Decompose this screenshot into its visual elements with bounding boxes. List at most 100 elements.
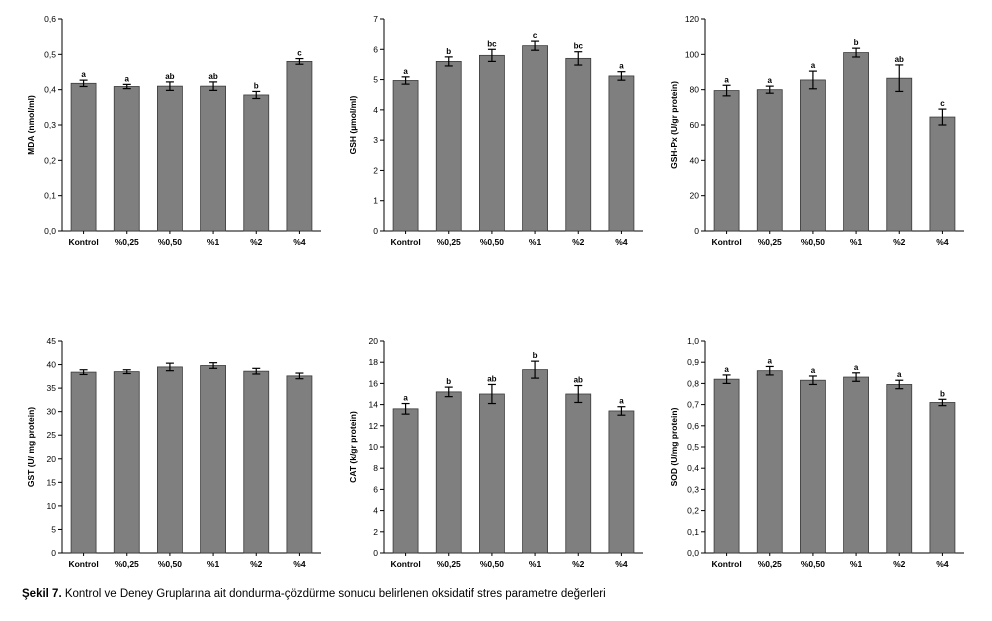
significance-letter: b [940,389,945,398]
significance-letter: a [768,76,773,85]
significance-letter: c [297,49,302,58]
x-tick-label: %2 [893,559,906,569]
x-tick-label: %0,25 [437,237,461,247]
bar [843,376,869,554]
cat-chart: 0 2 4 6 8 10 12 14 16 18 20 CAT (k/gr protein) a Kont… [322,322,643,602]
chart-svg: 0 1 2 3 4 5 6 7 GSH (µmol/ml) a Kontrol b %0,25 bc %0,… [348,14,643,247]
y-tick-label: 5 [51,524,56,534]
significance-letter: a [768,356,773,365]
x-tick-label: %1 [850,559,863,569]
x-tick-label: %2 [572,237,585,247]
bar [200,85,226,232]
significance-letter: c [940,99,945,108]
mda-chart: 0,0 0,1 0,2 0,3 0,4 0,5 0,6 MDA (nmol/ml) a Kontr… [0,0,321,280]
x-tick-label: %1 [207,237,220,247]
sod-chart: 0,0 0,1 0,2 0,3 0,4 0,5 0,6 0,7 0,8 0,9 1,0 SOD (U/… [643,322,964,602]
y-tick-label: 0 [51,548,56,558]
significance-letter: a [724,365,729,374]
bar [608,410,635,554]
bar [70,82,97,232]
significance-letter: a [811,61,816,70]
y-tick-label: 30 [47,407,57,417]
y-tick-label: 4 [373,506,378,516]
x-tick-label: Kontrol [390,559,420,569]
y-tick-label: 1,0 [687,336,699,346]
bar [286,375,313,554]
bar [286,61,313,232]
x-tick-label: Kontrol [390,237,420,247]
bar [70,371,97,554]
y-axis-label: GST (U/ mg protein) [26,407,36,487]
chart-svg: 0,0 0,1 0,2 0,3 0,4 0,5 0,6 MDA (nmol/ml) a Kontr… [26,14,321,247]
x-tick-label: %0,50 [158,237,182,247]
gsh-chart: 0 1 2 3 4 5 6 7 GSH (µmol/ml) a Kontrol b %0,25 bc %0,… [322,0,643,280]
bar [800,79,826,232]
bar [756,370,783,554]
y-tick-label: 3 [373,135,378,145]
significance-letter: ab [208,72,217,81]
y-tick-label: 0,7 [687,400,699,410]
significance-letter: a [403,67,408,76]
y-tick-label: 0,2 [44,155,56,165]
x-tick-label: %4 [293,559,306,569]
y-tick-label: 5 [373,75,378,85]
bar [756,89,783,232]
bar [713,378,740,554]
significance-letter: b [254,81,259,90]
y-tick-label: 40 [47,360,57,370]
x-tick-label: %1 [207,559,220,569]
bar [843,52,869,232]
significance-letter: b [533,351,538,360]
x-tick-label: %2 [893,237,906,247]
x-tick-label: %0,25 [758,559,782,569]
y-axis-label: CAT (k/gr protein) [348,411,358,483]
y-tick-label: 12 [369,421,379,431]
significance-letter: a [811,366,816,375]
significance-letter: a [854,363,859,372]
significance-letter: ab [574,376,583,385]
y-tick-label: 0,1 [44,191,56,201]
y-tick-label: 0,3 [44,120,56,130]
x-tick-label: %1 [529,237,542,247]
y-tick-label: 0,8 [687,378,699,388]
significance-letter: a [619,62,624,71]
y-tick-label: 6 [373,484,378,494]
y-tick-label: 35 [47,383,57,393]
x-tick-label: %0,50 [801,237,825,247]
chart-svg: 0,0 0,1 0,2 0,3 0,4 0,5 0,6 0,7 0,8 0,9 1,0 SOD (U/… [669,336,964,569]
y-tick-label: 7 [373,14,378,24]
y-tick-label: 25 [47,430,57,440]
y-tick-label: 6 [373,44,378,54]
y-axis-label: GSH-Px (U/gr protein) [669,81,679,169]
bar [435,61,462,232]
bar [243,94,270,232]
significance-letter: a [125,74,130,83]
gsh-px-chart: 0 20 40 60 80 100 120 GSH-Px (U/gr protein) a Kon… [643,0,964,280]
significance-letter: ab [487,374,496,383]
bar [113,371,140,554]
significance-letter: ab [165,72,174,81]
significance-letter: b [446,47,451,56]
significance-letter: bc [487,39,497,48]
chart-svg: 0 20 40 60 80 100 120 GSH-Px (U/gr protein) a Kon… [669,14,964,247]
significance-letter: a [403,394,408,403]
significance-letter: ab [895,55,904,64]
x-tick-label: %0,50 [480,559,504,569]
y-tick-label: 0 [373,226,378,236]
bar [479,54,505,232]
bar [886,384,913,554]
x-tick-label: %4 [615,237,628,247]
bar [479,393,505,554]
y-tick-label: 0,6 [44,14,56,24]
significance-letter: a [81,70,86,79]
y-tick-label: 0,0 [44,226,56,236]
y-tick-label: 14 [369,400,379,410]
x-tick-label: %0,50 [480,237,504,247]
y-tick-label: 1 [373,196,378,206]
y-tick-label: 60 [690,120,700,130]
significance-letter: bc [574,42,584,51]
chart-svg: 0 5 10 15 20 25 30 35 40 45 GST (U/ mg protein) Kon… [26,336,321,569]
y-axis-label: GSH (µmol/ml) [348,95,358,154]
x-tick-label: %0,25 [115,237,139,247]
y-tick-label: 0,0 [687,548,699,558]
